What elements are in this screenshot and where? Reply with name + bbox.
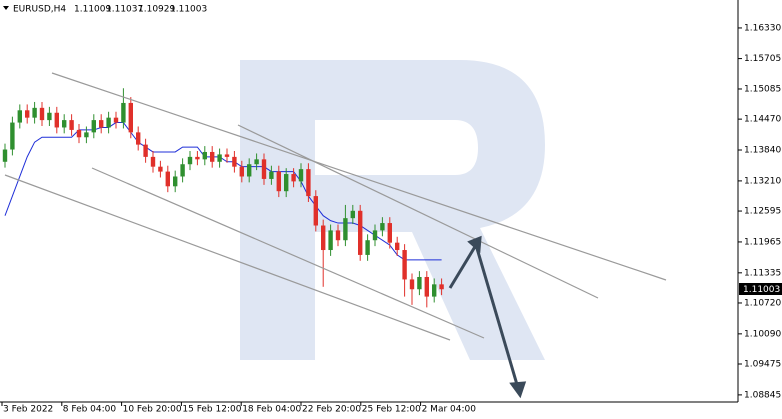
candle-body bbox=[173, 176, 178, 187]
candle-body bbox=[150, 156, 156, 167]
candle-body bbox=[143, 144, 148, 157]
candle-body bbox=[239, 166, 244, 177]
menu-arrow bbox=[3, 6, 9, 10]
candle-body bbox=[121, 102, 126, 123]
candle-body bbox=[113, 117, 119, 123]
y-tick-label: 1.15085 bbox=[744, 84, 781, 94]
candle-body bbox=[254, 159, 259, 165]
candle-body bbox=[158, 166, 163, 172]
candle-body bbox=[39, 107, 45, 121]
candle-body bbox=[432, 284, 437, 297]
candle-body bbox=[306, 169, 311, 197]
symbol: EURUSD,H4 bbox=[13, 5, 66, 15]
low: 1.10929 bbox=[138, 5, 175, 15]
candle-body bbox=[232, 156, 237, 167]
forecast-arrows bbox=[448, 235, 527, 399]
candle-body bbox=[276, 171, 281, 192]
candle-body bbox=[84, 132, 89, 138]
y-tick-label: 1.15705 bbox=[744, 54, 781, 64]
candle-body bbox=[395, 242, 400, 251]
candle-body bbox=[284, 174, 289, 192]
y-tick-label: 1.12595 bbox=[744, 207, 781, 217]
candle-body bbox=[69, 120, 74, 130]
trend-lines bbox=[4, 72, 667, 341]
y-tick-label: 1.13840 bbox=[744, 146, 781, 156]
candle-body bbox=[54, 112, 59, 128]
candle-body bbox=[17, 110, 22, 123]
watermark bbox=[240, 60, 545, 360]
candle-body bbox=[313, 196, 318, 226]
candle-body bbox=[328, 230, 333, 251]
x-tick-label: 25 Feb 12:00 bbox=[362, 405, 421, 415]
candle-body bbox=[380, 223, 385, 231]
candle-body bbox=[136, 132, 141, 145]
x-tick-label: 10 Feb 20:00 bbox=[123, 405, 182, 415]
candle-body bbox=[261, 159, 267, 179]
y-tick-label: 1.10720 bbox=[744, 298, 781, 308]
high: 1.11037 bbox=[106, 5, 143, 15]
x-tick-label: 2 Mar 04:00 bbox=[422, 405, 477, 415]
candle-body bbox=[165, 171, 170, 187]
candle-body bbox=[439, 284, 444, 290]
candle-body bbox=[321, 225, 326, 251]
x-tick-label: 8 Feb 04:00 bbox=[63, 405, 117, 415]
open: 1.11009 bbox=[74, 5, 111, 15]
price-tag bbox=[739, 283, 782, 295]
candle-body bbox=[32, 107, 37, 118]
candle-body bbox=[365, 240, 370, 255]
candle-body bbox=[343, 218, 348, 241]
candle-body bbox=[269, 171, 274, 179]
y-tick-label: 1.10090 bbox=[744, 329, 781, 339]
x-tick-label: 22 Feb 20:00 bbox=[302, 405, 361, 415]
candle-body bbox=[180, 164, 185, 177]
candle-body bbox=[195, 156, 200, 160]
candle-body bbox=[2, 149, 8, 162]
candle-body bbox=[62, 120, 67, 128]
y-tick-label: 1.14470 bbox=[744, 115, 781, 125]
candle-body bbox=[217, 154, 222, 162]
x-tick-label: 3 Feb 2022 bbox=[3, 405, 53, 415]
candle-body bbox=[247, 164, 252, 177]
candle-body bbox=[10, 122, 15, 150]
candle-body bbox=[358, 210, 363, 255]
y-tick-label: 1.13210 bbox=[744, 176, 781, 186]
candle-body bbox=[202, 151, 207, 160]
candle-body bbox=[291, 174, 296, 182]
candle-body bbox=[387, 223, 392, 243]
y-tick-label: 1.11335 bbox=[744, 268, 781, 278]
x-tick-label: 15 Feb 12:00 bbox=[182, 405, 241, 415]
candle-body bbox=[372, 230, 378, 241]
candle-body bbox=[47, 112, 52, 121]
candle-body bbox=[91, 120, 96, 133]
close: 1.11003 bbox=[170, 5, 207, 15]
candle-body bbox=[417, 276, 422, 290]
candle-body bbox=[298, 169, 304, 182]
y-tick-label: 1.16330 bbox=[744, 23, 781, 33]
candle-body bbox=[350, 210, 355, 219]
candle-body bbox=[224, 154, 230, 157]
candle-body bbox=[335, 230, 341, 241]
candle-body bbox=[210, 151, 215, 162]
y-tick-label: 1.08845 bbox=[744, 390, 781, 400]
y-tick-label: 1.11965 bbox=[744, 237, 781, 247]
candle-body bbox=[187, 156, 193, 165]
candle-body bbox=[409, 279, 415, 290]
current-price: 1.11003 bbox=[743, 285, 780, 295]
candle-body bbox=[402, 250, 407, 280]
candle-body bbox=[106, 117, 111, 128]
candle-body bbox=[424, 276, 429, 297]
x-tick-label: 18 Feb 04:00 bbox=[242, 405, 301, 415]
candle-body bbox=[99, 120, 104, 128]
candle-body bbox=[25, 110, 30, 118]
candle-body bbox=[128, 102, 133, 133]
candle-body bbox=[76, 129, 82, 138]
y-tick-label: 1.09475 bbox=[744, 360, 781, 370]
